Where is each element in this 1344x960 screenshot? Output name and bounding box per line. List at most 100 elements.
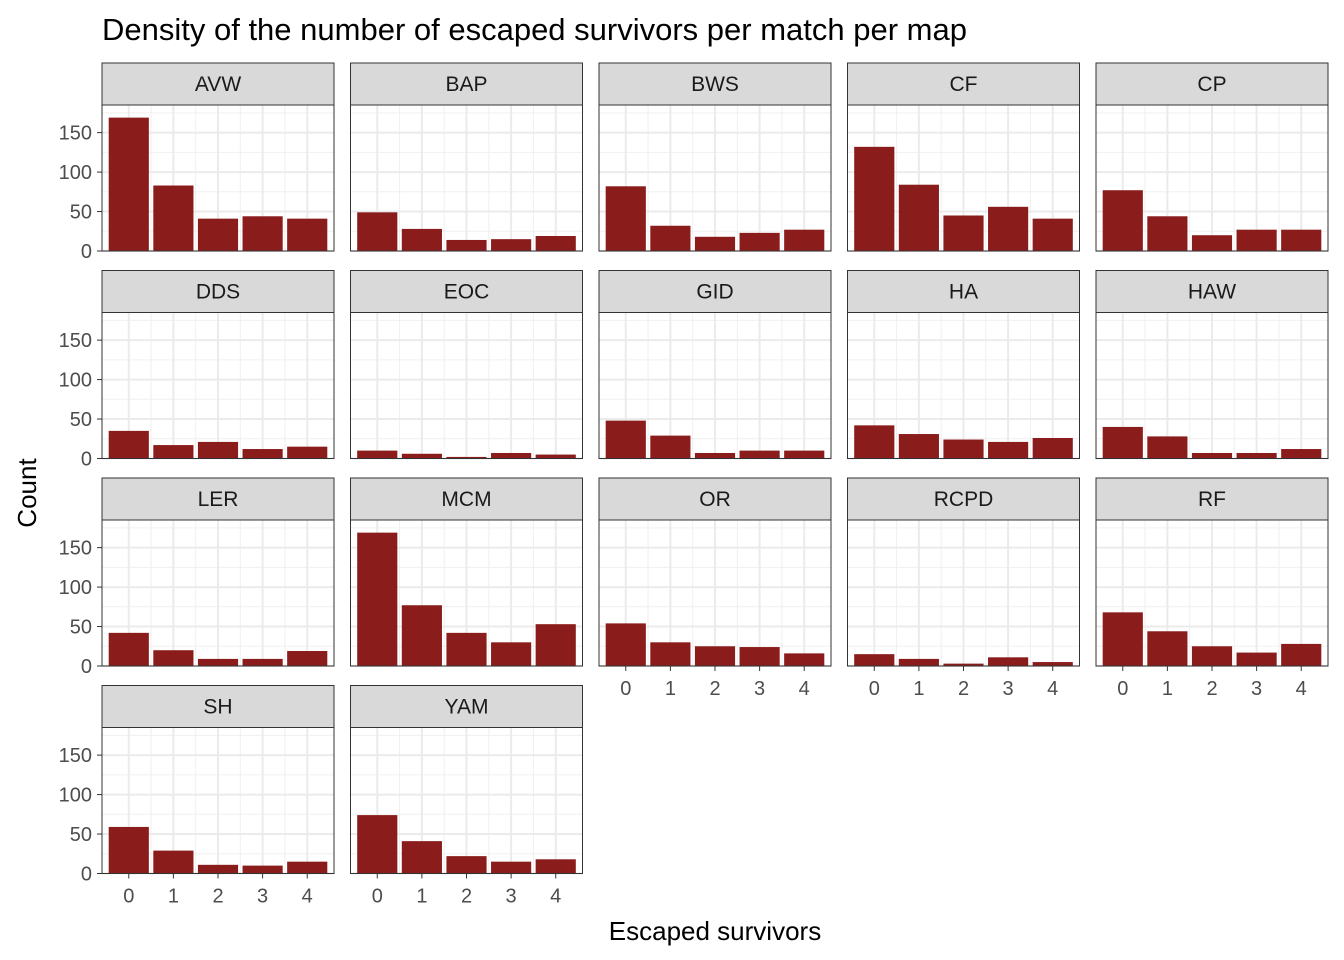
bar-dds-2 xyxy=(197,441,239,459)
bar-sh-4 xyxy=(287,861,328,874)
facet-strip-label: SH xyxy=(203,696,232,719)
facet-strip-label: GID xyxy=(696,281,733,304)
panel-border xyxy=(101,104,335,252)
facet-strip xyxy=(350,270,583,313)
facet-panel-ha: HA xyxy=(847,270,1080,460)
facet-strip-label: EOC xyxy=(444,281,490,304)
bar-sh-3 xyxy=(242,865,283,874)
x-tick-label: 3 xyxy=(506,886,517,908)
bar-rcpd-2 xyxy=(943,663,984,666)
facet-strip-label: AVW xyxy=(195,73,241,96)
y-tick-label: 0 xyxy=(81,241,92,263)
x-tick-label: 1 xyxy=(913,678,924,700)
x-tick-label: 0 xyxy=(620,678,631,700)
bar-cf-0 xyxy=(854,146,895,251)
bar-eoc-2 xyxy=(446,456,487,459)
facet-panel-gid: GID xyxy=(598,270,832,460)
bar-gid-4 xyxy=(784,450,825,459)
bar-dds-3 xyxy=(242,449,283,459)
facet-strip xyxy=(1095,62,1329,106)
facet-panel-rf: RF 0 1 2 3 4 xyxy=(1095,477,1329,700)
bar-avw-1 xyxy=(153,185,194,251)
bar-avw-2 xyxy=(197,218,239,251)
bar-haw-4 xyxy=(1281,449,1322,459)
bar-haw-1 xyxy=(1147,436,1188,459)
bar-rcpd-3 xyxy=(988,657,1029,666)
x-axis-title: Escaped survivors xyxy=(609,916,821,946)
facet-strip-label: CF xyxy=(950,73,978,96)
facet-panel-avw: AVW 0 50 100 150 xyxy=(59,62,335,263)
facet-panel-cp: CP xyxy=(1095,62,1329,252)
bar-bap-0 xyxy=(357,212,398,251)
x-tick-label: 2 xyxy=(958,678,969,700)
facet-strip-label: HA xyxy=(949,281,978,304)
bar-ler-1 xyxy=(153,650,194,666)
y-tick-label: 50 xyxy=(70,409,92,431)
bar-bws-4 xyxy=(784,229,825,251)
x-tick-label: 2 xyxy=(212,886,223,908)
facet-strip-label: OR xyxy=(699,488,731,511)
x-tick-label: 0 xyxy=(372,886,383,908)
bar-bap-3 xyxy=(491,239,532,251)
bar-haw-0 xyxy=(1102,426,1143,459)
facet-panel-or: OR 0 1 2 3 4 xyxy=(598,477,832,700)
bar-or-4 xyxy=(784,653,825,666)
y-tick-label: 100 xyxy=(59,162,92,184)
panel-border xyxy=(847,312,1080,459)
panel-border xyxy=(101,312,335,459)
facet-strip xyxy=(598,477,832,521)
bar-rf-3 xyxy=(1236,652,1277,666)
chart-title: Density of the number of escaped survivo… xyxy=(102,12,967,47)
bar-avw-4 xyxy=(287,218,328,251)
bar-eoc-0 xyxy=(357,450,398,459)
bar-cf-1 xyxy=(898,184,939,251)
y-tick-label: 0 xyxy=(81,449,92,471)
bar-gid-1 xyxy=(650,435,691,459)
x-tick-label: 1 xyxy=(1162,678,1173,700)
bar-ha-1 xyxy=(898,434,939,459)
panel-border xyxy=(101,519,335,667)
y-tick-label: 100 xyxy=(59,370,92,392)
y-tick-label: 150 xyxy=(59,745,92,767)
bar-haw-3 xyxy=(1236,452,1277,459)
facet-strip-label: LER xyxy=(198,488,239,511)
facet-panel-ler: LER 0 50 100 150 xyxy=(59,477,335,678)
facet-panel-bws: BWS xyxy=(598,62,832,252)
facet-strip-label: RCPD xyxy=(934,488,994,511)
y-tick-label: 150 xyxy=(59,123,92,145)
bar-ha-0 xyxy=(854,425,895,459)
facet-strip xyxy=(1095,270,1329,313)
bar-rcpd-0 xyxy=(854,654,895,666)
facet-strip-label: HAW xyxy=(1188,281,1236,304)
bar-cf-2 xyxy=(943,215,984,251)
bar-yam-0 xyxy=(357,815,398,874)
bar-ha-4 xyxy=(1032,437,1073,459)
facet-panel-bap: BAP xyxy=(350,62,583,252)
facet-panel-sh: SH 0 50 100 150 0 1 2 3 4 xyxy=(59,685,335,908)
bar-yam-1 xyxy=(401,841,442,874)
y-tick-label: 50 xyxy=(70,202,92,224)
x-tick-label: 4 xyxy=(1047,678,1058,700)
panel-border xyxy=(598,312,832,459)
bar-mcm-1 xyxy=(401,605,442,666)
bar-gid-3 xyxy=(739,450,780,459)
x-tick-label: 1 xyxy=(168,886,179,908)
bar-or-1 xyxy=(650,642,691,666)
facet-strip-label: BAP xyxy=(445,73,487,96)
facet-panel-dds: DDS 0 50 100 150 xyxy=(59,270,335,471)
facet-strip-label: DDS xyxy=(196,281,240,304)
bar-sh-2 xyxy=(197,864,239,874)
facet-strip xyxy=(847,477,1080,521)
panel-border xyxy=(1095,312,1329,459)
facet-strip-label: MCM xyxy=(441,488,491,511)
bar-ler-0 xyxy=(108,632,149,666)
x-tick-label: 1 xyxy=(665,678,676,700)
x-tick-label: 3 xyxy=(754,678,765,700)
facet-panel-cf: CF xyxy=(847,62,1080,252)
facet-strip-label: RF xyxy=(1198,488,1226,511)
x-tick-label: 1 xyxy=(416,886,427,908)
bar-ler-3 xyxy=(242,658,283,666)
bar-mcm-3 xyxy=(491,642,532,666)
bar-rcpd-4 xyxy=(1032,662,1073,666)
